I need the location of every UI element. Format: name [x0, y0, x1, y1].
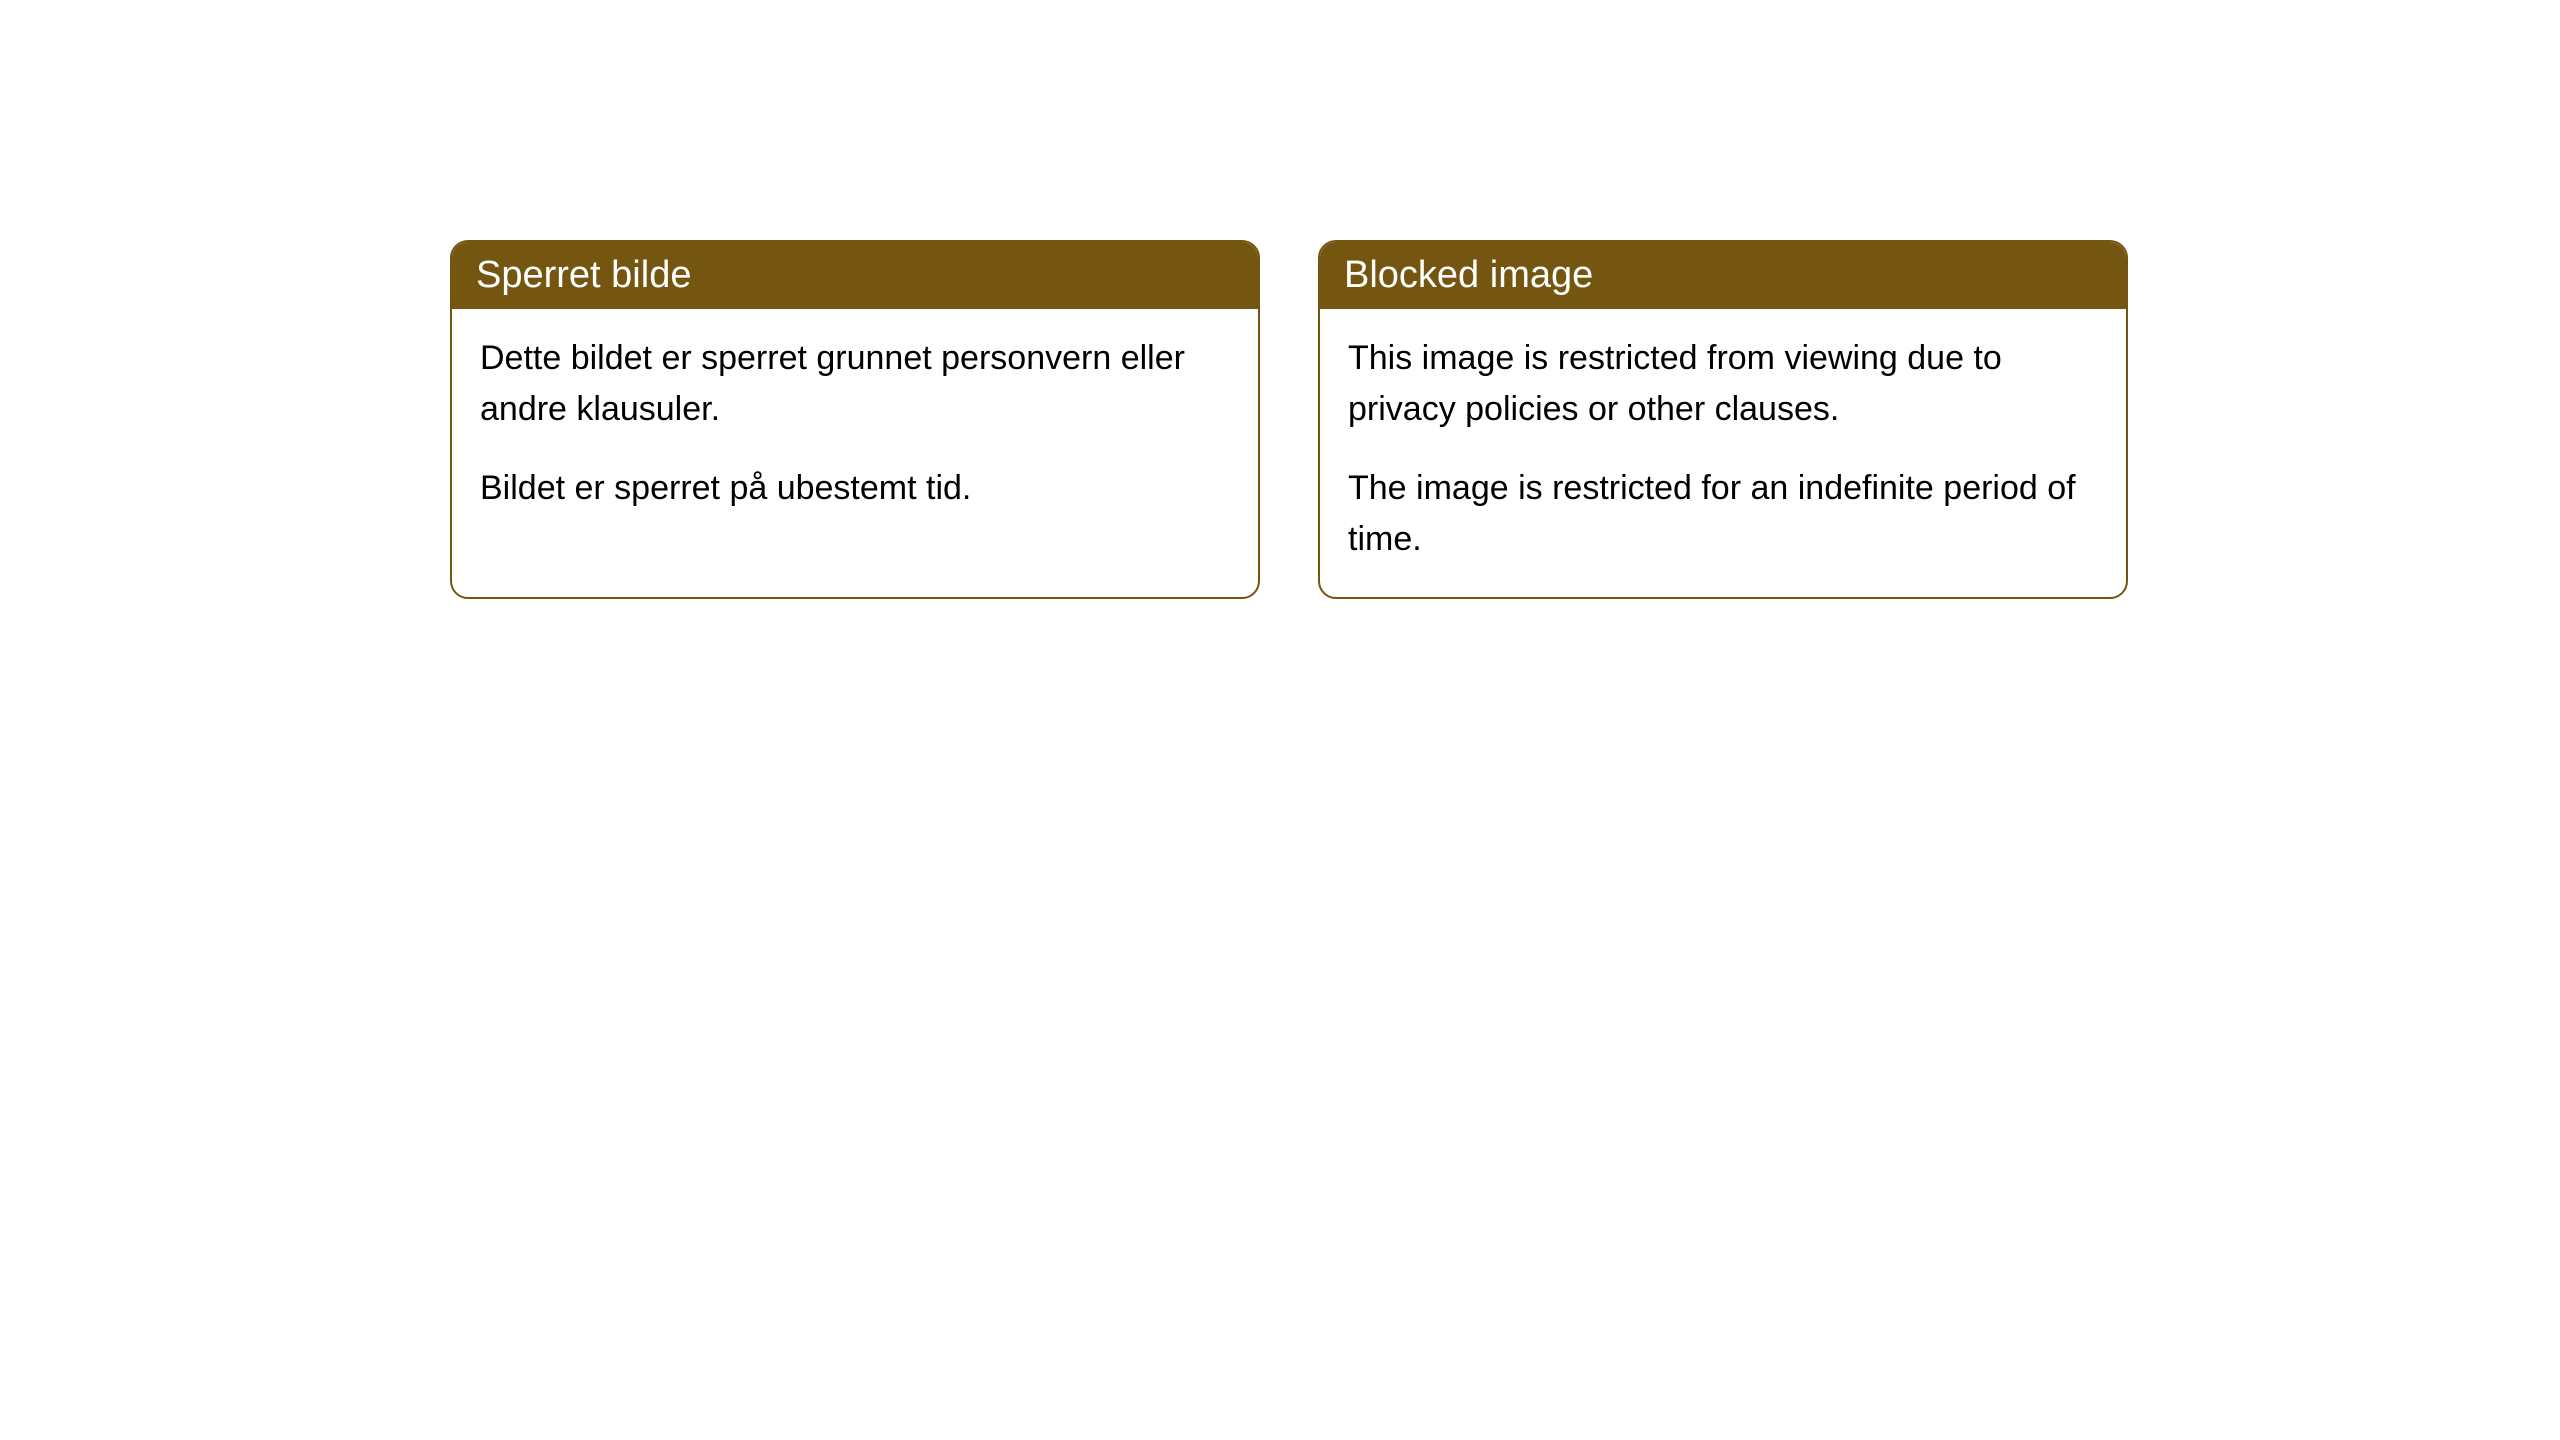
card-header-norwegian: Sperret bilde	[452, 242, 1258, 309]
card-norwegian: Sperret bilde Dette bildet er sperret gr…	[450, 240, 1260, 599]
cards-container: Sperret bilde Dette bildet er sperret gr…	[450, 240, 2128, 599]
card-title-norwegian: Sperret bilde	[476, 254, 691, 296]
card-paragraph1-norwegian: Dette bildet er sperret grunnet personve…	[480, 333, 1230, 435]
card-paragraph2-norwegian: Bildet er sperret på ubestemt tid.	[480, 463, 1230, 514]
card-paragraph2-english: The image is restricted for an indefinit…	[1348, 463, 2098, 565]
card-title-english: Blocked image	[1344, 254, 1593, 296]
card-english: Blocked image This image is restricted f…	[1318, 240, 2128, 599]
card-header-english: Blocked image	[1320, 242, 2126, 309]
card-body-norwegian: Dette bildet er sperret grunnet personve…	[452, 309, 1258, 546]
card-paragraph1-english: This image is restricted from viewing du…	[1348, 333, 2098, 435]
card-body-english: This image is restricted from viewing du…	[1320, 309, 2126, 597]
